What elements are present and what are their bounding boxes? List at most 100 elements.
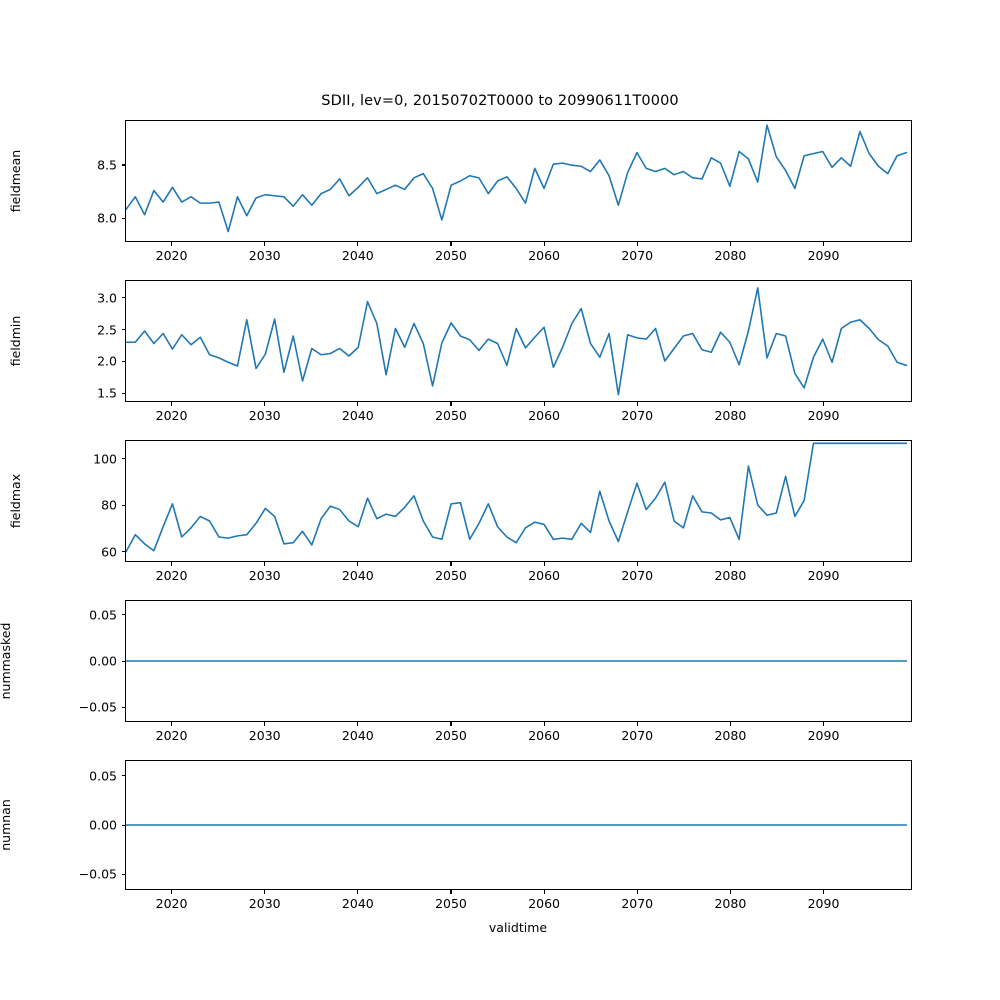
y-tick-mark <box>121 775 125 777</box>
y-tick-mark <box>121 551 125 553</box>
x-tick-mark <box>450 242 452 246</box>
x-tick-label: 2030 <box>248 408 281 423</box>
x-tick-label: 2030 <box>248 896 281 911</box>
x-tick-label: 2060 <box>528 568 561 583</box>
y-tick-label: 80 <box>101 497 117 513</box>
x-tick-label: 2050 <box>435 896 467 911</box>
x-tick-mark <box>636 722 638 726</box>
x-tick-mark <box>729 890 731 894</box>
x-tick-label: 2090 <box>807 248 840 263</box>
y-tick-mark <box>121 164 125 166</box>
x-tick-mark <box>543 562 545 566</box>
x-tick-label: 2090 <box>807 896 840 911</box>
x-tick-mark <box>543 890 545 894</box>
x-tick-mark <box>636 242 638 246</box>
x-tick-label: 2050 <box>435 728 467 743</box>
x-tick-mark <box>450 890 452 894</box>
x-tick-label: 2040 <box>341 728 374 743</box>
x-tick-mark <box>450 722 452 726</box>
y-tick-label: −0.05 <box>78 866 117 882</box>
y-tick-label: 0.00 <box>89 653 117 669</box>
x-tick-label: 2020 <box>155 728 188 743</box>
y-tick-label: 60 <box>101 544 117 560</box>
y-axis-label-fieldmax: fieldmax <box>8 473 23 529</box>
x-tick-mark <box>729 242 731 246</box>
axes-frame-fieldmin <box>125 280 912 402</box>
y-tick-mark <box>121 297 125 299</box>
x-tick-mark <box>450 402 452 406</box>
subplot-nummasked <box>125 600 912 722</box>
y-tick-mark <box>121 614 125 616</box>
x-tick-label: 2080 <box>714 896 747 911</box>
figure-title: SDII, lev=0, 20150702T0000 to 20990611T0… <box>321 93 679 109</box>
x-tick-label: 2090 <box>807 408 840 423</box>
y-tick-label: 8.5 <box>97 157 117 173</box>
x-tick-label: 2030 <box>248 728 281 743</box>
x-tick-label: 2030 <box>248 568 281 583</box>
line-series-fieldmean <box>126 124 908 233</box>
y-tick-mark <box>121 873 125 875</box>
x-tick-mark <box>543 722 545 726</box>
y-tick-mark <box>121 360 125 362</box>
y-tick-label: 1.5 <box>97 385 117 401</box>
subplot-numnan <box>125 760 912 890</box>
x-tick-mark <box>171 242 173 246</box>
x-tick-label: 2020 <box>155 568 188 583</box>
x-tick-label: 2060 <box>528 728 561 743</box>
y-tick-label: 3.0 <box>97 290 117 306</box>
x-tick-label: 2080 <box>714 248 747 263</box>
x-tick-mark <box>171 722 173 726</box>
y-tick-mark <box>121 504 125 506</box>
x-tick-mark <box>450 562 452 566</box>
x-tick-label: 2040 <box>341 568 374 583</box>
x-tick-label: 2070 <box>621 728 654 743</box>
y-tick-label: 0.05 <box>89 768 117 784</box>
x-tick-mark <box>823 402 825 406</box>
y-tick-mark <box>121 217 125 220</box>
x-tick-mark <box>636 402 638 406</box>
axes-frame-fieldmax <box>125 440 912 562</box>
x-tick-mark <box>357 562 359 566</box>
line-series-numnan <box>126 824 908 826</box>
x-tick-label: 2060 <box>528 408 561 423</box>
line-series-nummasked <box>126 660 908 662</box>
x-tick-mark <box>823 562 825 566</box>
x-tick-mark <box>543 242 545 246</box>
x-tick-label: 2070 <box>621 568 654 583</box>
x-tick-label: 2080 <box>714 408 747 423</box>
axes-frame-fieldmean <box>125 120 912 242</box>
x-tick-mark <box>823 890 825 894</box>
x-tick-mark <box>729 722 731 726</box>
x-tick-mark <box>357 402 359 406</box>
line-series-fieldmax <box>126 442 908 553</box>
x-tick-mark <box>357 890 359 894</box>
y-axis-label-numnan: numnan <box>0 799 13 851</box>
y-tick-label: 8.0 <box>97 210 117 226</box>
x-tick-mark <box>264 562 266 566</box>
x-tick-mark <box>264 890 266 894</box>
x-tick-mark <box>171 890 173 894</box>
x-tick-label: 2020 <box>155 408 188 423</box>
x-tick-label: 2030 <box>248 248 281 263</box>
y-tick-mark <box>121 824 125 826</box>
x-tick-label: 2070 <box>621 408 654 423</box>
x-tick-label: 2070 <box>621 248 654 263</box>
x-tick-mark <box>823 242 825 246</box>
subplot-fieldmean <box>125 120 912 242</box>
y-tick-mark <box>121 392 125 394</box>
y-axis-label-nummasked: nummasked <box>0 622 13 700</box>
x-tick-label: 2090 <box>807 728 840 743</box>
x-tick-label: 2090 <box>807 568 840 583</box>
x-tick-label: 2060 <box>528 896 561 911</box>
x-tick-mark <box>729 562 731 566</box>
x-tick-label: 2050 <box>435 568 467 583</box>
x-tick-label: 2050 <box>435 408 467 423</box>
y-tick-label: 0.05 <box>89 607 117 623</box>
x-tick-mark <box>823 722 825 726</box>
x-tick-mark <box>357 722 359 726</box>
x-tick-mark <box>636 562 638 566</box>
y-tick-label: 2.5 <box>97 322 117 338</box>
x-tick-label: 2060 <box>528 248 561 263</box>
x-tick-label: 2080 <box>714 728 747 743</box>
